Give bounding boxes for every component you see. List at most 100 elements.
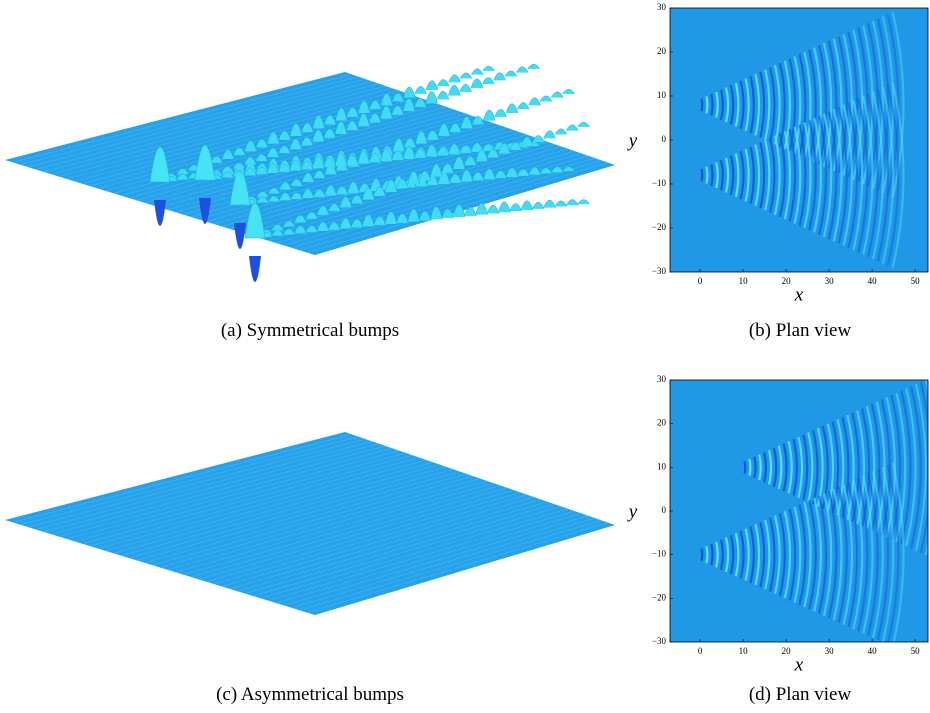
wave-crest: [846, 414, 855, 520]
surface-stripe: [152, 115, 474, 206]
wake-crest: [554, 200, 568, 207]
wake-crest: [350, 194, 364, 204]
wave-crest: [813, 497, 822, 612]
wake-crest: [448, 74, 461, 83]
surface-stripe: [183, 485, 501, 576]
wake-crest: [301, 188, 315, 199]
wake-crest: [289, 159, 302, 171]
wake-crest: [289, 138, 302, 150]
surface-stripe: [198, 129, 514, 220]
wake-crest: [346, 155, 359, 165]
wake-crest: [448, 84, 461, 96]
surface-stripe: [190, 487, 508, 578]
wave-crest: [744, 78, 750, 132]
wake-crest: [391, 92, 405, 102]
wave-crest: [818, 115, 828, 235]
surface-stripe: [59, 87, 393, 178]
surface-stripe: [260, 508, 568, 599]
wave-crest: [715, 541, 719, 568]
wave-crest: [788, 508, 797, 601]
surface-stripe: [291, 517, 595, 609]
y-tick-label: −10: [652, 549, 667, 559]
surface-stripe: [74, 452, 406, 542]
wave-crest: [754, 144, 761, 207]
x-tick-label: 10: [739, 276, 749, 286]
wake-crest: [294, 225, 307, 234]
bump-trough: [154, 200, 166, 226]
wake-crest: [551, 91, 564, 98]
wave-crest: [729, 155, 735, 195]
wake-crest: [255, 138, 269, 148]
surface-stripe: [82, 454, 413, 545]
wave-crest: [793, 126, 802, 224]
wake-crest: [471, 171, 485, 181]
x-tick-label: 20: [782, 276, 792, 286]
wave-crest: [710, 543, 714, 566]
wave-crest: [705, 546, 709, 564]
wake-crest: [221, 166, 234, 173]
wave-crest: [759, 521, 766, 588]
wave-crest: [822, 113, 833, 238]
wake-crest: [577, 122, 590, 127]
wake-crest: [402, 146, 416, 160]
wake-crest: [486, 204, 500, 214]
bump-peak: [149, 146, 171, 183]
wake-crest: [509, 141, 522, 150]
wave-crest: [862, 475, 874, 634]
wave-crest: [754, 524, 761, 586]
wave-crest: [827, 111, 838, 240]
wave-crest: [734, 153, 740, 198]
wave-crest: [831, 421, 840, 514]
wake-crest: [266, 147, 280, 158]
wake-crest: [448, 143, 461, 155]
wake-crest: [498, 142, 511, 154]
bump-peak: [244, 202, 266, 239]
wave-crest: [852, 480, 864, 630]
wake-crest: [505, 167, 519, 178]
wake-crest: [334, 121, 348, 135]
wake-crest: [244, 156, 257, 165]
wave-crest: [847, 482, 859, 628]
wake-crest: [357, 100, 371, 114]
wave-crest: [773, 515, 781, 595]
wake-crest: [475, 202, 488, 215]
wake-crest: [539, 95, 553, 102]
wake-crest: [305, 225, 318, 233]
wave-crest: [720, 159, 724, 191]
surface-stripe: [121, 466, 447, 557]
wake-crest: [482, 143, 495, 151]
wave-crest: [773, 135, 781, 215]
wave-crest: [720, 89, 724, 121]
wake-crest: [470, 78, 484, 89]
wake-crest: [232, 170, 246, 177]
wave-crest: [876, 18, 890, 192]
wake-crest: [357, 113, 370, 127]
wake-crest: [498, 201, 511, 213]
wave-crest: [710, 93, 714, 116]
wave-crest: [763, 452, 767, 483]
wave-crest: [905, 388, 917, 547]
wake-crest: [278, 163, 291, 172]
wave-crest: [759, 142, 766, 209]
wake-crest: [316, 221, 330, 232]
wake-crest: [391, 105, 404, 115]
wave-crest: [803, 502, 812, 608]
wake-crest: [486, 148, 500, 158]
surface-stripe: [221, 496, 535, 587]
surface-stripe: [43, 83, 379, 173]
wave-crest: [867, 93, 879, 258]
wave-crest: [754, 73, 761, 136]
wake-crest: [554, 128, 568, 135]
wake-crest: [551, 166, 564, 173]
wake-crest: [391, 150, 404, 161]
wake-crest: [483, 109, 496, 121]
wake-crest: [414, 85, 427, 94]
wake-crest: [313, 170, 326, 179]
wave-crest: [871, 471, 884, 639]
surface-stripe: [136, 111, 460, 201]
wave-crest: [886, 84, 900, 266]
wave-crest: [880, 399, 891, 536]
wake-crest: [494, 170, 507, 179]
wake-crest: [244, 140, 257, 152]
wake-crest: [312, 129, 325, 142]
